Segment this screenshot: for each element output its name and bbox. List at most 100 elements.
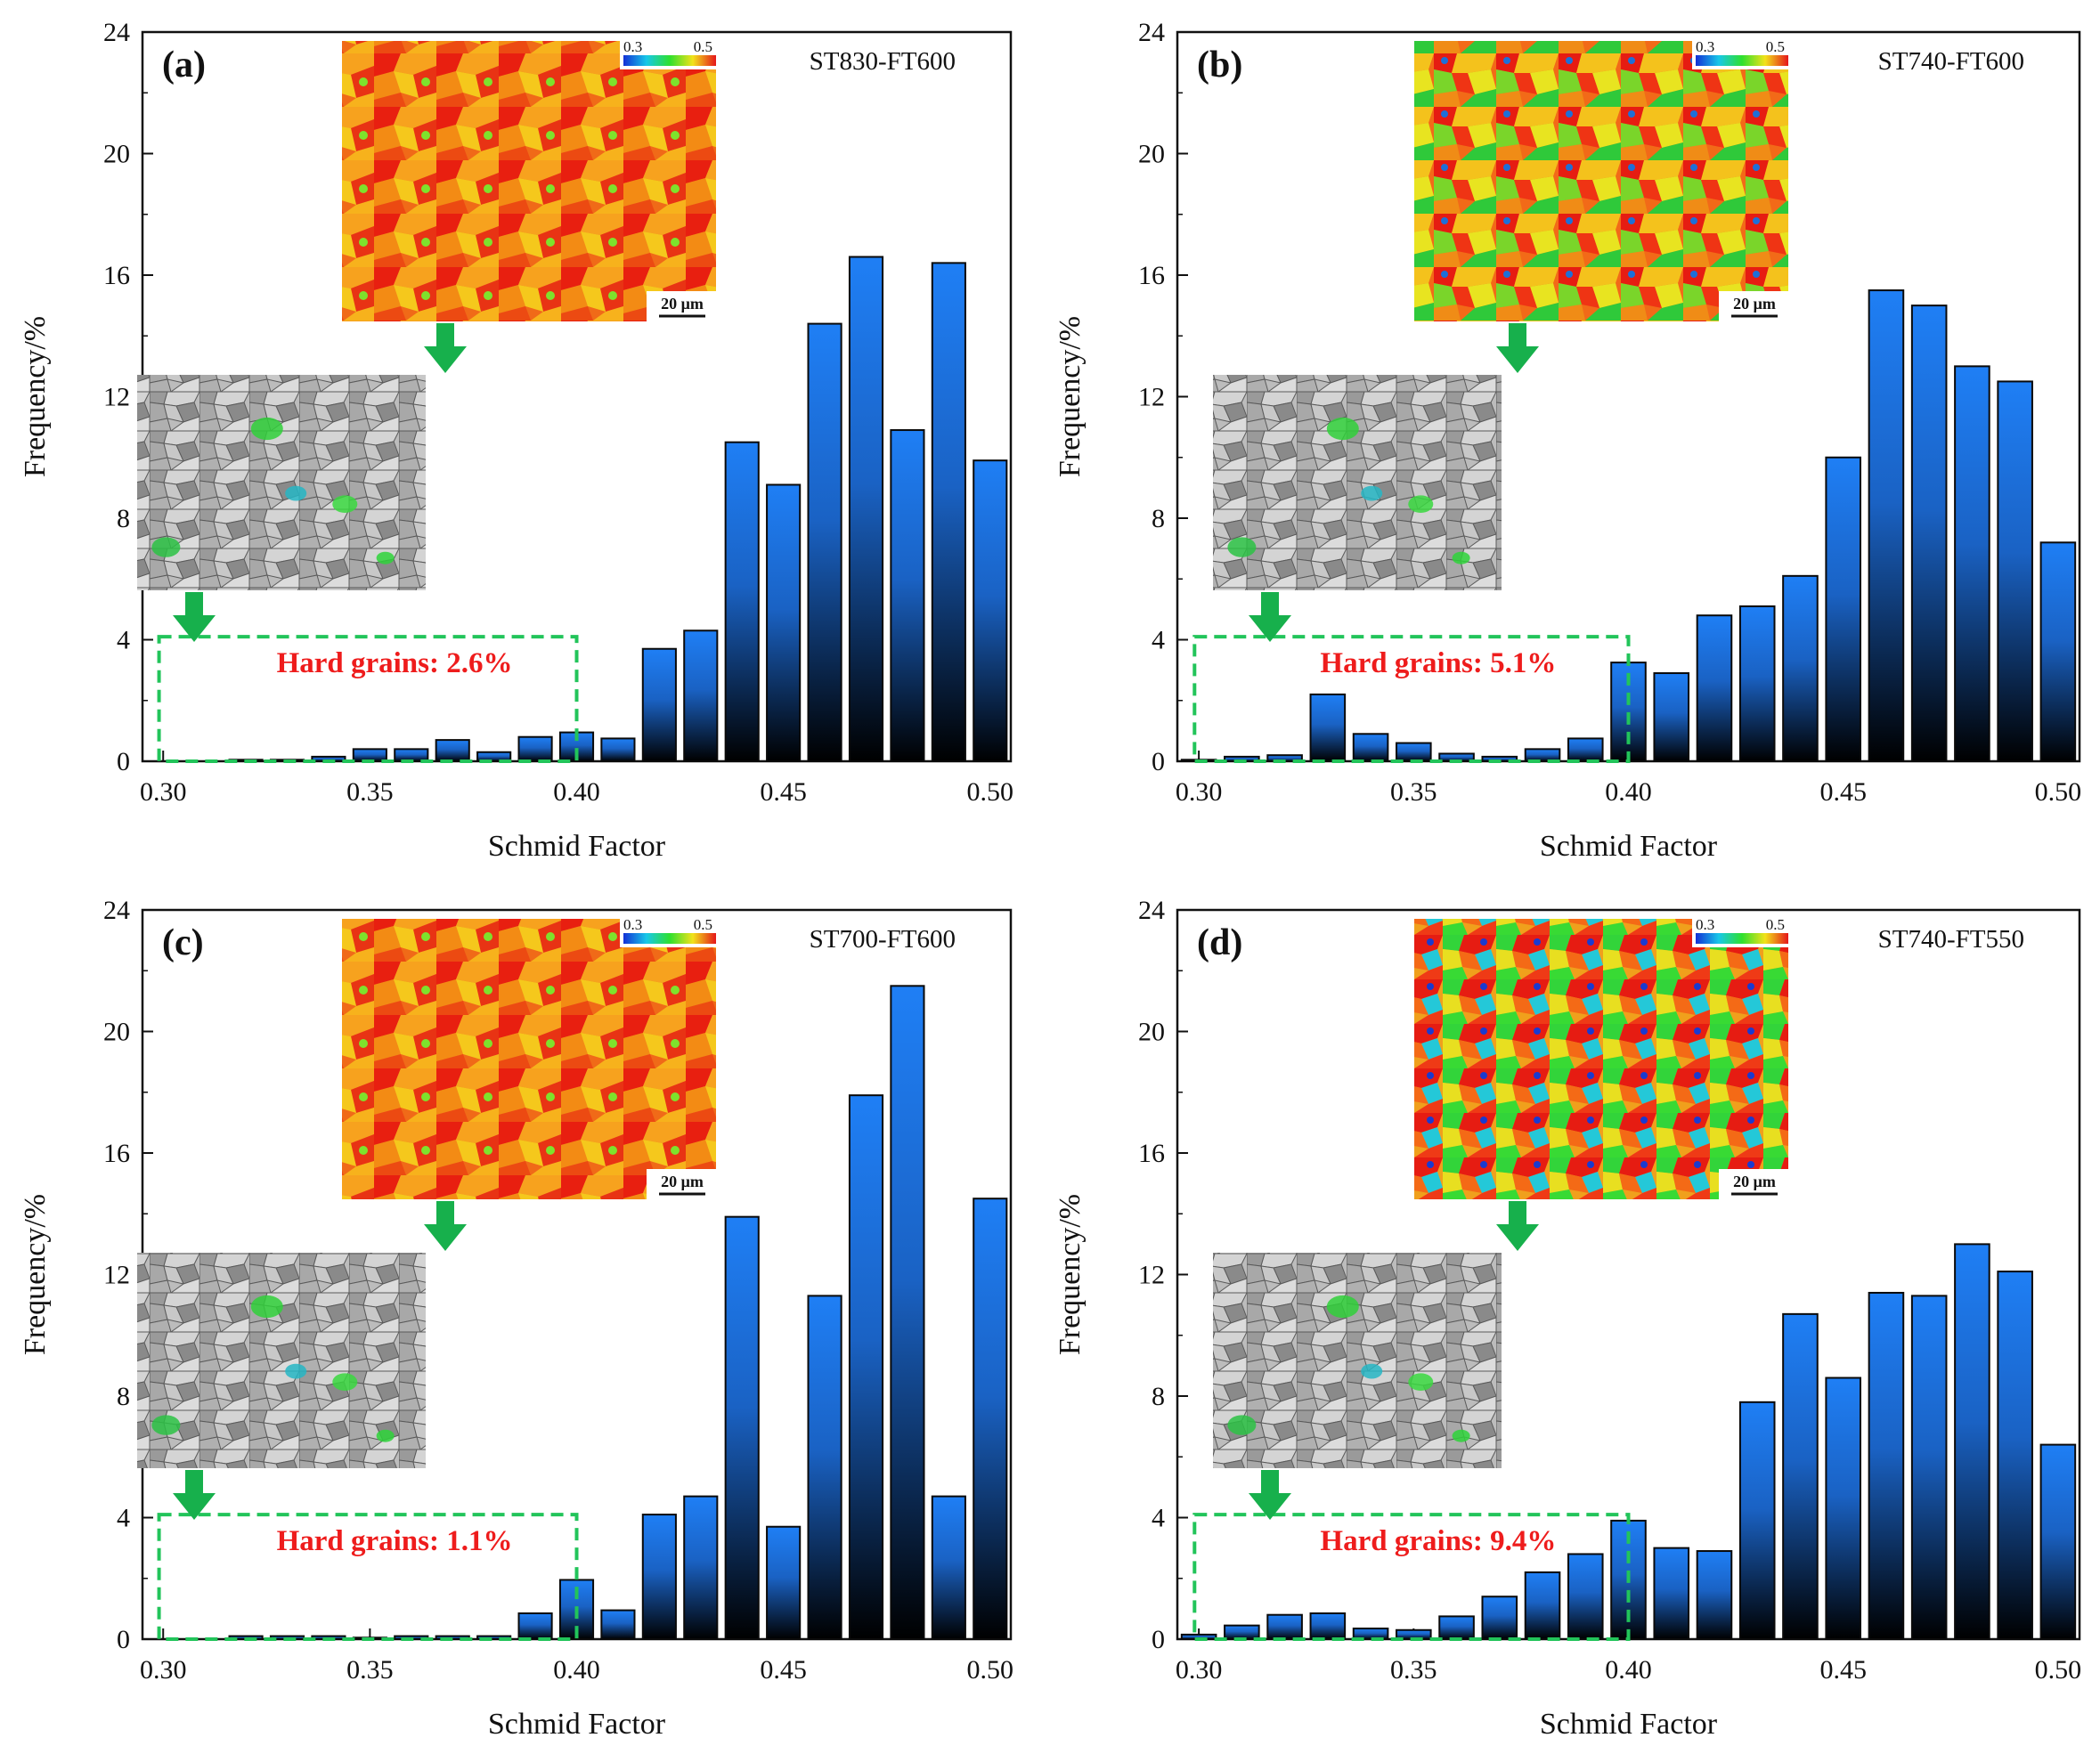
y-tick-label: 24 (103, 18, 130, 47)
hard-grains-box (1192, 1513, 1631, 1642)
arrow-icon (173, 1470, 216, 1520)
bar (2039, 1443, 2077, 1640)
arrow-icon (173, 592, 216, 642)
bar (973, 459, 1008, 762)
bar (1396, 742, 1432, 763)
bar (435, 739, 470, 762)
colorbar (623, 933, 716, 944)
bar (1696, 614, 1733, 763)
colorbar-min-label: 0.3 (623, 38, 642, 55)
panel-label: (c) (162, 922, 204, 963)
arrow-icon (424, 1201, 467, 1251)
y-tick-label: 4 (1152, 1504, 1165, 1533)
y-tick-label: 16 (1138, 1139, 1165, 1168)
grain-boundary-map-image (137, 1253, 426, 1468)
bar (394, 748, 429, 762)
sample-label: ST740-FT550 (1878, 925, 2024, 954)
x-tick-label: 0.35 (1390, 1655, 1437, 1685)
ipf-map-image (342, 919, 716, 1199)
x-tick-label: 0.30 (140, 1655, 187, 1685)
bar (517, 735, 553, 763)
hard-grain-highlight (1361, 1363, 1383, 1379)
hard-grain-highlight (1408, 495, 1434, 513)
bar (1910, 1295, 1948, 1640)
hard-grain-highlight (1452, 551, 1470, 564)
x-tick-label: 0.30 (1176, 1655, 1223, 1685)
bar (1567, 737, 1604, 762)
arrow-icon (1249, 592, 1291, 642)
y-tick-label: 8 (117, 1382, 130, 1411)
y-tick-label: 20 (103, 140, 130, 169)
bar (1954, 365, 1990, 762)
bar (890, 985, 925, 1640)
hard-grain-highlight (285, 485, 307, 501)
y-axis-title: Frequency/% (1054, 316, 1087, 477)
hard-grain-highlight (332, 1373, 358, 1391)
x-tick-label: 0.40 (553, 777, 600, 807)
bar (641, 647, 677, 762)
x-tick-label: 0.30 (140, 777, 187, 807)
ipf-map-image (1414, 41, 1788, 321)
hard-grain-highlight (376, 1429, 395, 1442)
bar (724, 441, 760, 762)
hard-grain-highlight (1326, 1295, 1359, 1319)
bar (766, 483, 802, 763)
colorbar (623, 55, 716, 66)
bar (848, 1094, 884, 1640)
arrow-icon (424, 323, 467, 373)
hard-grains-label: Hard grains: 5.1% (1320, 647, 1556, 679)
hard-grains-label: Hard grains: 9.4% (1320, 1525, 1556, 1557)
colorbar-max-label: 0.5 (694, 38, 712, 55)
grain-boundary-map-image (137, 375, 426, 590)
colorbar-max-label: 0.5 (694, 916, 712, 933)
bar (1997, 380, 2033, 762)
hard-grains-label: Hard grains: 2.6% (277, 647, 513, 679)
x-tick-label: 0.40 (1605, 1655, 1652, 1685)
y-tick-label: 16 (103, 1139, 130, 1168)
y-tick-label: 8 (117, 504, 130, 533)
y-tick-label: 12 (1138, 383, 1165, 412)
bar (1224, 1624, 1260, 1641)
bar (352, 748, 387, 762)
chart-panel-a: 0 4 8 12 16 20 24 0.30 0.35 0.40 0.45 0.50 Schmid Fa… (19, 18, 1014, 863)
bar (973, 1198, 1008, 1640)
grain-boundary-map-image (1213, 375, 1502, 590)
x-tick-label: 0.50 (967, 1655, 1014, 1685)
y-tick-label: 4 (1152, 626, 1165, 655)
bar (1438, 1615, 1475, 1640)
bar (1309, 693, 1347, 762)
bar (1868, 1291, 1905, 1640)
x-tick-label: 0.40 (553, 1655, 600, 1685)
arrow-icon (1496, 323, 1539, 373)
bar (600, 1609, 636, 1641)
chart-panel-d: 0 4 8 12 16 20 24 0.30 0.35 0.40 0.45 0.50 Schmid Fa… (1054, 896, 2081, 1741)
colorbar-max-label: 0.5 (1766, 38, 1785, 55)
colorbar-min-label: 0.3 (1696, 916, 1714, 933)
bar (1567, 1553, 1604, 1640)
bar (1481, 1596, 1518, 1640)
bar (1782, 574, 1819, 763)
x-tick-label: 0.35 (346, 1655, 394, 1685)
x-tick-label: 0.45 (1819, 1655, 1867, 1685)
bar (1910, 305, 1948, 762)
bar (766, 1525, 802, 1641)
x-axis-title: Schmid Factor (1540, 1708, 1718, 1741)
bar (1868, 289, 1905, 762)
y-tick-label: 24 (103, 896, 130, 925)
hard-grain-highlight (332, 495, 358, 513)
hard-grain-highlight (1227, 537, 1257, 557)
bar (1653, 672, 1690, 762)
y-tick-label: 12 (1138, 1261, 1165, 1290)
scale-bar-label: 20 μm (661, 1173, 704, 1190)
y-tick-label: 12 (103, 383, 130, 412)
x-tick-label: 0.35 (1390, 777, 1437, 807)
sample-label: ST830-FT600 (810, 47, 956, 76)
grain-boundary-map-image (1213, 1253, 1502, 1468)
y-tick-label: 20 (1138, 1018, 1165, 1047)
x-tick-label: 0.50 (967, 777, 1014, 807)
scale-bar-background (1719, 1169, 1792, 1203)
y-tick-label: 16 (103, 261, 130, 290)
bar (1352, 733, 1389, 762)
arrow-icon (1249, 1470, 1291, 1520)
bar (683, 629, 719, 763)
